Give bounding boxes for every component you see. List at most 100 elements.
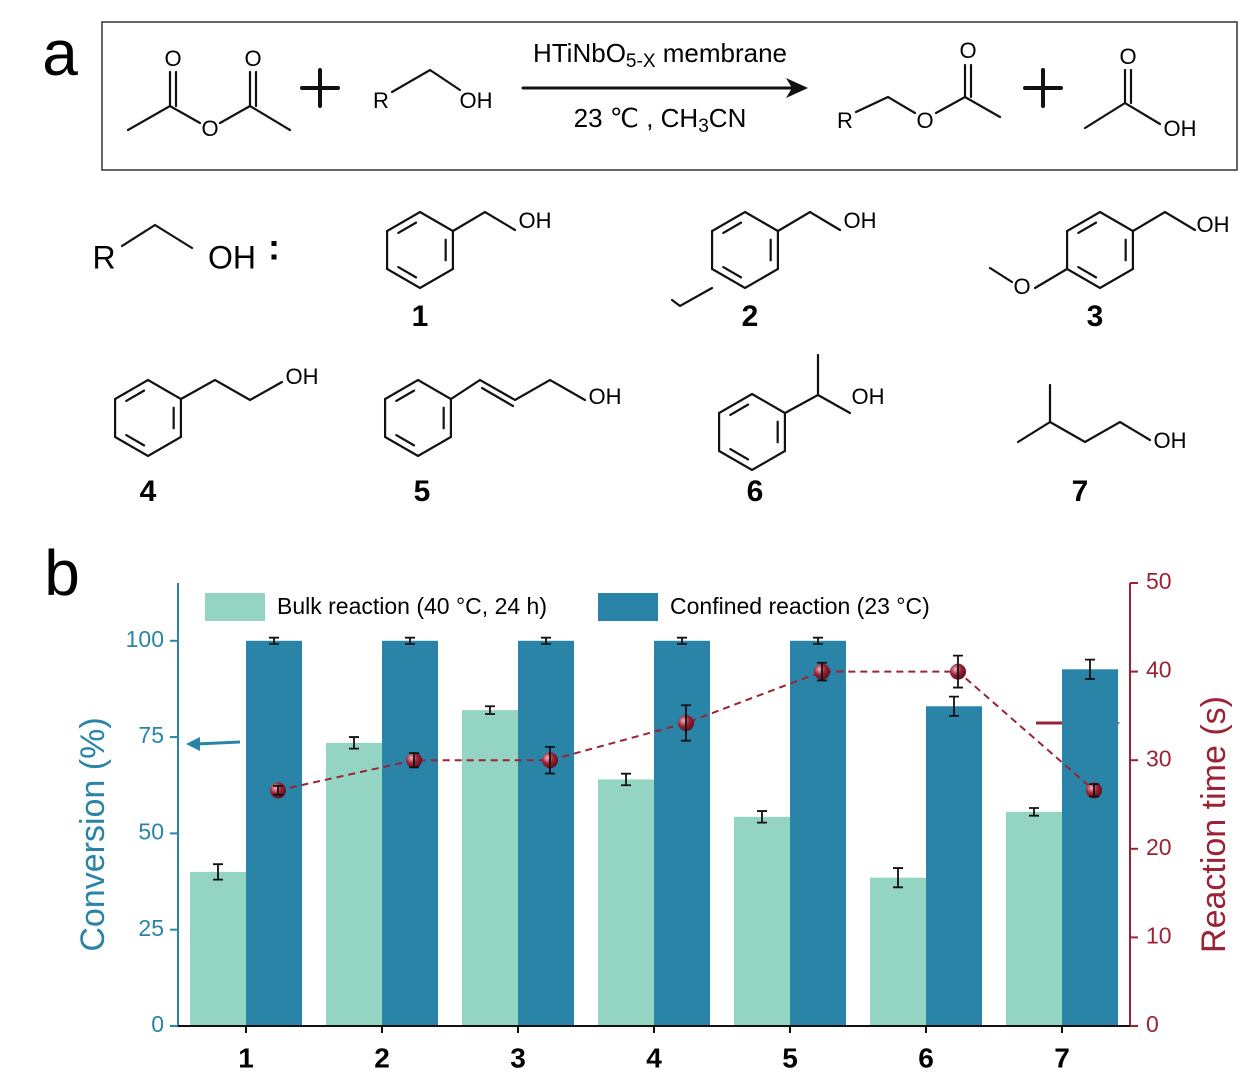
x-tick-label: 5 <box>782 1042 798 1073</box>
benzene-ring <box>710 210 780 290</box>
bond <box>854 63 1002 119</box>
double-bond <box>1077 221 1098 234</box>
bar <box>1006 811 1062 1026</box>
x-tick-label: 4 <box>646 1042 662 1073</box>
bar <box>190 871 246 1026</box>
panel-label: a <box>42 17 78 89</box>
bond <box>1083 68 1162 130</box>
rings <box>113 210 1135 472</box>
atom-label: R <box>837 108 853 133</box>
catalyst-subscript: 5-X <box>626 51 656 72</box>
atom-label: OH <box>208 239 256 275</box>
atom-label: O <box>244 46 261 71</box>
atom-label: O <box>1013 274 1030 299</box>
panel-label: b <box>44 537 80 609</box>
y-tick-label: 100 <box>126 626 164 652</box>
error-bar <box>545 746 555 775</box>
plus <box>1023 68 1063 108</box>
atom-label: OH <box>519 208 552 233</box>
bond <box>390 68 462 94</box>
error-bar <box>1085 658 1095 680</box>
error-bar <box>541 636 551 645</box>
error-bar <box>1029 807 1039 817</box>
y-tick-label: 0 <box>151 1011 164 1037</box>
atom-label: OH <box>460 88 493 113</box>
bar <box>870 877 926 1026</box>
catalyst-suffix: membrane <box>656 38 788 68</box>
bar <box>1062 669 1118 1026</box>
y-tick-label: 75 <box>138 722 164 748</box>
error-bar <box>893 867 903 889</box>
error-bar <box>677 636 687 645</box>
conditions-suffix: CN <box>709 103 747 133</box>
double-bond <box>395 434 416 447</box>
error-bar <box>813 636 823 645</box>
error-bar <box>273 784 283 796</box>
bar <box>790 640 846 1026</box>
panel-a: a O O O R OH HTiNbO5-X membrane 23 ℃ , C… <box>42 17 1238 508</box>
benzene-ring <box>385 210 455 290</box>
error-bar <box>213 863 223 881</box>
bar <box>462 710 518 1026</box>
error-bar <box>949 695 959 717</box>
double-bond <box>397 221 418 234</box>
error-bar <box>269 636 279 645</box>
bar <box>654 640 710 1026</box>
bond <box>126 70 292 132</box>
double-bond <box>125 434 146 447</box>
atom-label: OH <box>852 384 885 409</box>
scheme-box <box>101 21 1238 171</box>
bar <box>326 742 382 1026</box>
error-bar <box>621 772 631 787</box>
bar <box>926 706 982 1026</box>
double-bond <box>125 389 146 402</box>
bar <box>598 779 654 1026</box>
compounds: 1 OH 2 OH 3 OH O 4 OH 5 OH 6 OH 7 OH <box>140 208 1230 508</box>
colon: : <box>268 227 280 268</box>
compound-number: 2 <box>742 300 759 333</box>
arrow-head <box>786 78 808 98</box>
plus <box>300 68 340 108</box>
y2-tick-label: 50 <box>1146 568 1172 594</box>
atom-label: R <box>92 239 115 275</box>
conditions-text: 23 ℃ , CH <box>574 103 699 133</box>
error-bar <box>409 752 419 769</box>
atom-label: O <box>164 46 181 71</box>
compound-number: 4 <box>140 475 157 508</box>
double-bond <box>729 403 750 416</box>
atom-label: OH <box>1154 428 1187 453</box>
conditions: 23 ℃ , CH3CN <box>574 103 747 137</box>
y2-tick-label: 0 <box>1146 1011 1159 1037</box>
double-bond <box>395 389 416 402</box>
atom-label: OH <box>1197 212 1230 237</box>
bond <box>179 210 1197 444</box>
axis-arrow-head <box>186 737 200 751</box>
y-tick-label: 50 <box>138 818 164 844</box>
legend-label: Bulk reaction (40 °C, 24 h) <box>277 593 547 619</box>
compound-number: 1 <box>412 300 429 333</box>
atom-label: R <box>373 88 389 113</box>
catalyst: HTiNbO5-X membrane <box>533 38 787 72</box>
y2-tick-label: 10 <box>1146 922 1172 948</box>
x-tick-label: 3 <box>510 1042 526 1073</box>
conditions-subscript: 3 <box>698 116 709 137</box>
double-bond <box>722 221 743 234</box>
compound-number: 5 <box>414 475 431 508</box>
y2-tick-label: 30 <box>1146 745 1172 771</box>
bond <box>120 223 194 250</box>
atom-label: OH <box>844 208 877 233</box>
error-bar <box>1089 783 1099 798</box>
error-bar <box>757 810 767 824</box>
atom-label: O <box>916 108 933 133</box>
error-bar <box>405 636 415 645</box>
compound-number: 3 <box>1087 300 1104 333</box>
error-bar <box>349 736 359 750</box>
bar <box>246 640 302 1026</box>
double-bond <box>397 266 418 279</box>
legend-swatch <box>205 593 265 621</box>
bar <box>734 816 790 1026</box>
y-axis-title: Conversion (%) <box>74 717 112 951</box>
error-bar <box>681 704 691 742</box>
axis-arrow <box>195 740 241 746</box>
